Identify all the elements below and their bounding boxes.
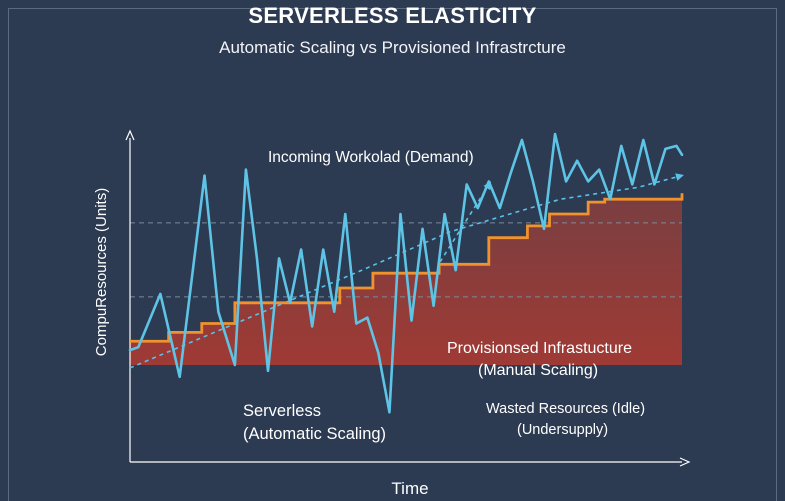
x-axis-arrow <box>679 457 691 467</box>
chart-subtitle: Automatic Scaling vs Provisioned Infrast… <box>219 38 566 57</box>
provisioned-annotation: Provisionsed Infrastucture <box>447 340 632 357</box>
manual-scaling-annotation: (Manual Scaling) <box>478 362 598 379</box>
y-axis-label: CompuResources (Units) <box>93 188 110 356</box>
serverless-annotation: Serverless <box>243 402 321 420</box>
automatic-scaling-annotation: (Automatic Scaling) <box>243 425 386 443</box>
undersupply-annotation: (Undersupply) <box>517 422 608 438</box>
axes <box>125 129 691 467</box>
demand-trend-line <box>129 173 684 369</box>
wasted-resources-annotation: Wasted Resources (Idle) <box>486 401 645 417</box>
grid-lines <box>130 222 682 298</box>
x-axis-label: Time <box>391 479 428 498</box>
demand-annotation: Incoming Workolad (Demand) <box>268 149 474 166</box>
workload-demand-line <box>128 132 684 414</box>
chart-title: SERVERLESS ELASTICITY <box>248 3 537 28</box>
y-axis-arrow <box>125 129 135 141</box>
